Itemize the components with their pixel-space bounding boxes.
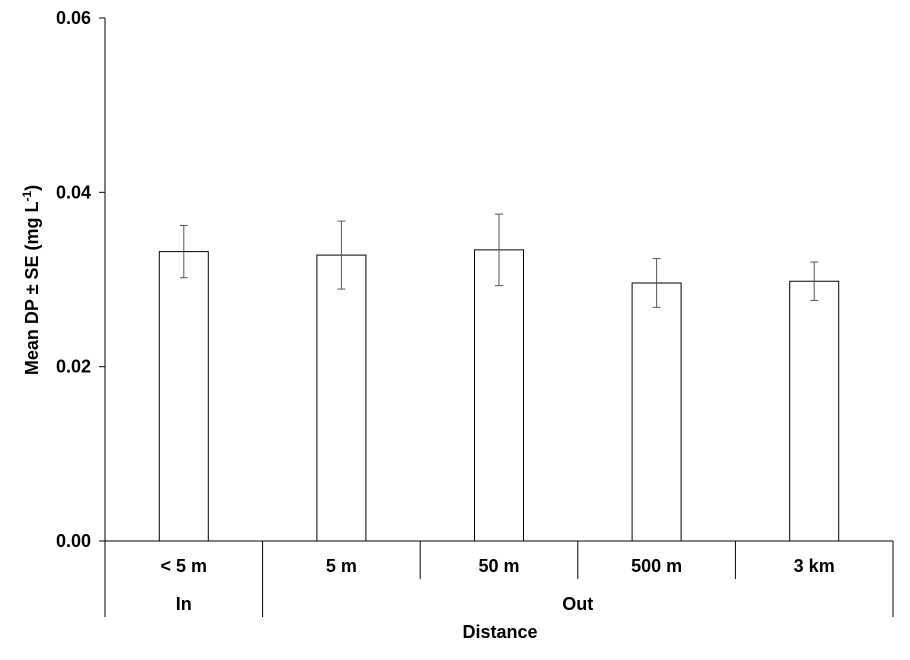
x-tick-label: 500 m	[631, 556, 682, 576]
y-tick-label: 0.02	[56, 357, 91, 377]
y-tick-label: 0.00	[56, 531, 91, 551]
bar-3	[631, 282, 682, 542]
y-tick-label: 0.04	[56, 182, 91, 202]
y-axis-title-superscript: -1	[20, 191, 34, 202]
bar-1	[316, 254, 367, 542]
bars	[158, 213, 840, 542]
group-label: Out	[562, 594, 593, 614]
x-tick-label: 3 km	[794, 556, 835, 576]
bar-0	[158, 251, 209, 542]
group-label: In	[176, 594, 192, 614]
x-tick-label: 50 m	[478, 556, 519, 576]
bar-4	[789, 280, 840, 542]
x-tick-label: < 5 m	[161, 556, 208, 576]
x-axis-title: Distance	[462, 622, 537, 642]
y-axis-title-main: Mean DP ± SE (mg L	[22, 202, 42, 376]
y-axis-title-suffix: )	[22, 185, 42, 191]
y-axis: 0.00 0.02 0.04 0.06	[56, 8, 106, 551]
x-tick-label: 5 m	[326, 556, 357, 576]
y-tick-label: 0.06	[56, 8, 91, 28]
bar-2	[474, 249, 524, 542]
y-axis-title: Mean DP ± SE (mg L-1)	[20, 185, 42, 375]
x-axis: < 5 m 5 m 50 m 500 m 3 km In Out	[104, 540, 894, 617]
